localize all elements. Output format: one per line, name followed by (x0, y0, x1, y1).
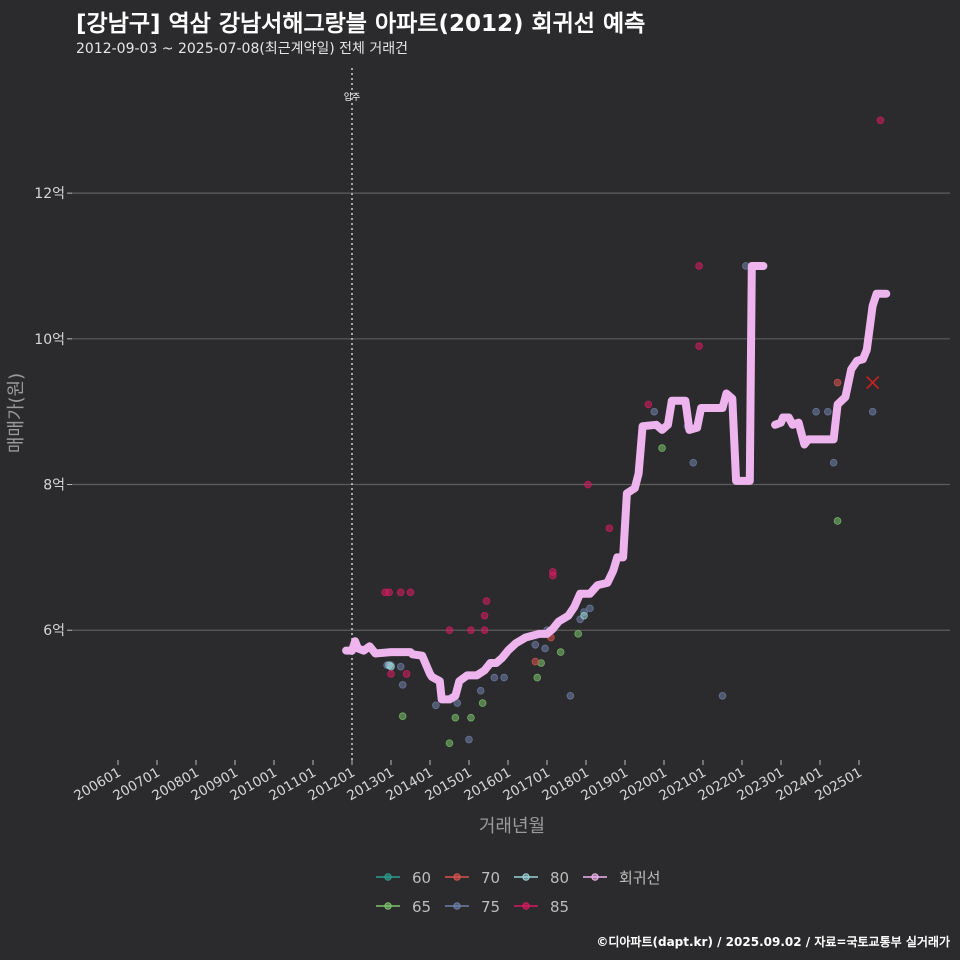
annotation-layer: 입주 (344, 68, 361, 760)
legend-key-dot (453, 873, 461, 881)
y-tick-label: 8억 (43, 478, 65, 494)
point-size-85 (644, 400, 653, 409)
point-size-85 (402, 670, 411, 678)
point-size-85 (445, 626, 454, 635)
point-size-65 (398, 712, 407, 720)
point-size-85 (387, 670, 395, 678)
point-size-65 (451, 713, 460, 722)
point-size-85 (876, 116, 885, 125)
point-size-80 (580, 611, 588, 620)
point-size-75 (432, 701, 440, 710)
point-size-85 (482, 597, 491, 605)
point-size-75 (490, 673, 499, 682)
point-size-75 (650, 407, 659, 416)
y-tick-label: 12억 (34, 186, 65, 202)
prediction-marker (866, 375, 880, 390)
legend-label: 60 (412, 869, 431, 887)
legend-key-dot (591, 873, 599, 881)
point-size-75 (823, 407, 832, 416)
point-size-65 (467, 713, 475, 722)
point-size-65 (658, 444, 666, 452)
point-size-85 (385, 588, 393, 597)
point-size-65 (533, 673, 542, 682)
footer-credit: ©디아파트(dapt.kr) / 2025.09.02 / 자료=국토교통부 실… (596, 935, 950, 949)
point-size-75 (868, 407, 877, 416)
point-size-75 (689, 458, 698, 467)
point-size-85 (605, 524, 614, 533)
legend-key-dot (522, 902, 530, 910)
point-size-70 (833, 378, 842, 387)
legend-label: 75 (481, 898, 500, 916)
marker-layer (866, 375, 880, 390)
point-size-75 (829, 458, 838, 467)
point-size-75 (398, 681, 407, 689)
legend-label: 65 (412, 898, 431, 916)
y-tick-label: 10억 (34, 332, 65, 348)
regression-line (342, 262, 768, 704)
legend-label: 회귀선 (619, 869, 660, 887)
point-size-75 (812, 407, 820, 416)
point-size-65 (556, 648, 565, 656)
point-size-65 (445, 739, 454, 747)
legend-key-dot (384, 873, 392, 881)
chart-title: [강남구] 역삼 강남서해그랑블 아파트(2012) 회귀선 예측 (76, 11, 646, 37)
legend-label: 85 (550, 898, 569, 916)
point-size-75 (396, 662, 405, 671)
point-size-75 (531, 640, 540, 649)
point-size-85 (584, 480, 592, 489)
point-size-65 (478, 699, 487, 707)
point-size-75 (541, 644, 549, 653)
point-size-85 (480, 626, 489, 635)
y-tick-label: 6억 (43, 623, 65, 639)
legend-key-dot (384, 902, 392, 910)
y-axis-title: 매매가(원) (6, 373, 27, 453)
regression-layer (342, 262, 891, 704)
point-size-75 (453, 699, 462, 707)
regression-line (771, 289, 891, 449)
chart-subtitle: 2012-09-03 ~ 2025-07-08(최근계약일) 전체 거래건 (76, 41, 408, 57)
legend: 60 70 80 회귀선 65 75 85 (376, 869, 660, 916)
point-layer (381, 116, 885, 747)
point-size-75 (718, 691, 727, 700)
point-size-75 (476, 686, 485, 695)
axis-layer: 6억8억10억12억200601200701200801200901201001… (6, 186, 865, 837)
point-size-75 (500, 673, 508, 682)
point-size-85 (695, 262, 703, 270)
point-size-65 (574, 630, 582, 638)
legend-key-dot (522, 873, 530, 881)
point-size-75 (566, 691, 575, 700)
point-size-85 (480, 611, 489, 620)
grid-layer (72, 192, 950, 631)
point-size-85 (695, 342, 703, 350)
point-size-75 (586, 604, 594, 613)
point-size-85 (549, 571, 557, 580)
legend-label: 70 (481, 869, 500, 887)
point-size-80 (387, 662, 395, 671)
x-axis-title: 거래년월 (479, 816, 545, 837)
point-size-75 (465, 735, 473, 744)
point-size-85 (396, 588, 405, 597)
legend-label: 80 (550, 869, 569, 887)
point-size-85 (467, 626, 475, 635)
legend-key-dot (453, 902, 461, 910)
movein-label: 입주 (344, 91, 361, 103)
point-size-85 (406, 588, 415, 597)
point-size-70 (531, 657, 540, 666)
point-size-65 (833, 517, 842, 525)
